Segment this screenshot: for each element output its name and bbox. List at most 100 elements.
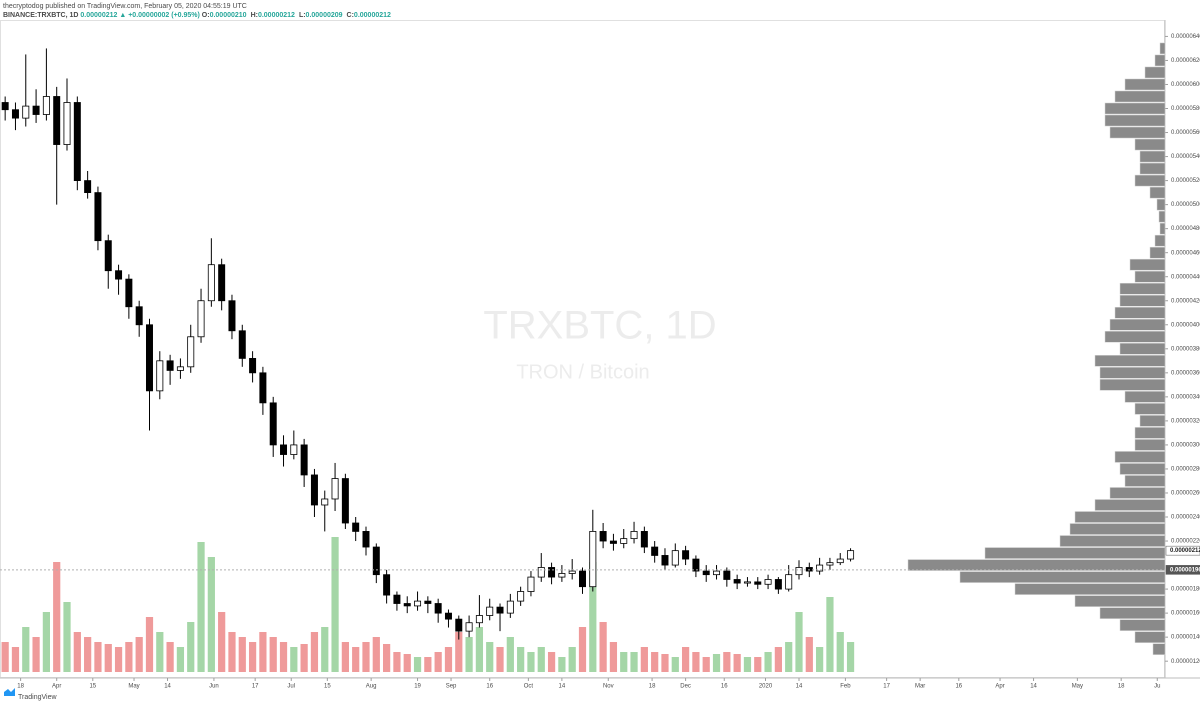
y-tick-label: 0.00000420 xyxy=(1171,298,1200,304)
symbol: BINANCE:TRXBTC, 1D xyxy=(3,12,78,19)
volume-bar xyxy=(279,642,288,672)
candle-body xyxy=(73,102,81,181)
candle-body xyxy=(331,478,339,500)
candle-body xyxy=(816,564,824,572)
marker-label: 0.00000212 xyxy=(1170,548,1200,554)
x-tick-label: 16 xyxy=(955,684,962,690)
y-tick-label: 0.00000240 xyxy=(1171,515,1200,521)
y-tick-label: 0.00000440 xyxy=(1171,274,1200,280)
volume-bar xyxy=(651,652,659,672)
profile-bar xyxy=(1099,607,1166,619)
profile-bar xyxy=(1014,583,1166,595)
header-line: BINANCE:TRXBTC, 1D 0.00000212 ▲ +0.00000… xyxy=(3,12,391,19)
candle-body xyxy=(537,567,545,578)
profile-bar xyxy=(1158,210,1166,223)
candle-body xyxy=(115,270,123,280)
profile-bar xyxy=(1149,246,1166,259)
candle-body xyxy=(486,606,494,616)
profile-bar xyxy=(1119,463,1166,475)
candle-body xyxy=(53,96,61,145)
volume-bar xyxy=(228,632,236,672)
candle-body xyxy=(723,570,731,580)
profile-bar xyxy=(1124,475,1166,487)
volume-bar xyxy=(393,652,401,672)
profile-bar xyxy=(1124,78,1166,91)
candle-body xyxy=(496,606,504,614)
volume-bar xyxy=(207,557,215,672)
x-tick-label: Jun xyxy=(209,684,219,690)
volume-bar xyxy=(290,647,298,672)
profile-bar xyxy=(1159,42,1166,55)
y-tick-label: 0.00000500 xyxy=(1171,202,1200,208)
volume-bar xyxy=(259,632,267,672)
candle-body xyxy=(372,546,380,576)
profile-bar xyxy=(1134,631,1166,643)
candle-body xyxy=(671,550,679,566)
candle-body xyxy=(238,330,246,359)
volume-bar xyxy=(816,647,824,672)
candle-body xyxy=(290,444,298,455)
profile-bar xyxy=(1156,198,1166,211)
volume-bar xyxy=(671,657,679,672)
profile-bar xyxy=(1114,451,1166,463)
profile-bar xyxy=(1114,306,1166,319)
profile-bar xyxy=(1074,595,1166,607)
profile-bar xyxy=(1134,270,1166,283)
x-tick-label: 14 xyxy=(796,684,803,690)
x-tick-label: May xyxy=(128,684,139,690)
candle-body xyxy=(321,498,329,506)
profile-bar xyxy=(1109,319,1166,331)
y-tick-label: 0.00000340 xyxy=(1171,394,1200,400)
volume-bar xyxy=(135,637,143,672)
volume-bar xyxy=(218,612,226,672)
y-tick-label: 0.00000300 xyxy=(1171,442,1200,448)
volume-bar xyxy=(352,647,360,672)
profile-bar xyxy=(1099,379,1166,391)
candle-body xyxy=(517,591,525,602)
y-tick-label: 0.00000260 xyxy=(1171,491,1200,497)
candle-body xyxy=(733,579,741,584)
volume-bar xyxy=(156,632,164,672)
y-tick-label: 0.00000640 xyxy=(1171,34,1200,40)
x-tick-label: 19 xyxy=(414,684,421,690)
candle-body xyxy=(774,579,782,590)
volume-bar xyxy=(434,652,442,672)
y-tick-label: 0.00000580 xyxy=(1171,106,1200,112)
volume-bar xyxy=(527,652,535,672)
x-tick-label: 14 xyxy=(1030,684,1037,690)
volume-bar xyxy=(630,652,638,672)
x-tick-label: 16 xyxy=(721,684,728,690)
ohlc-value: 0.00000212 xyxy=(354,12,391,19)
candle-body xyxy=(176,366,184,371)
candle-body xyxy=(42,96,50,115)
volume-bar xyxy=(702,657,710,672)
candle-body xyxy=(187,336,195,368)
volume-bar xyxy=(300,644,308,672)
y-tick-label: 0.00000400 xyxy=(1171,322,1200,328)
candle-body xyxy=(692,558,700,572)
volume-bar xyxy=(238,637,246,672)
volume-bar xyxy=(805,637,813,672)
candle-body xyxy=(403,603,411,607)
ohlc-key: L: xyxy=(299,12,306,19)
profile-bar xyxy=(1099,367,1166,379)
x-tick-label: May xyxy=(1072,684,1083,690)
candle-body xyxy=(135,306,143,326)
profile-bar xyxy=(1069,523,1166,535)
x-tick-label: Dec xyxy=(680,684,691,690)
candle-body xyxy=(207,264,215,302)
candle-body xyxy=(764,579,772,585)
candle-body xyxy=(166,360,174,371)
brand-logo xyxy=(4,688,15,696)
x-tick-label: Nov xyxy=(603,684,614,690)
volume-bar xyxy=(578,627,587,672)
candle-body xyxy=(125,278,133,308)
volume-bar xyxy=(321,627,329,672)
candle-body xyxy=(145,324,153,392)
y-tick-label: 0.00000380 xyxy=(1171,346,1200,352)
volume-bar xyxy=(424,657,432,672)
candle-body xyxy=(682,550,690,560)
volume-bar xyxy=(166,642,174,672)
x-tick-label: 17 xyxy=(252,684,259,690)
